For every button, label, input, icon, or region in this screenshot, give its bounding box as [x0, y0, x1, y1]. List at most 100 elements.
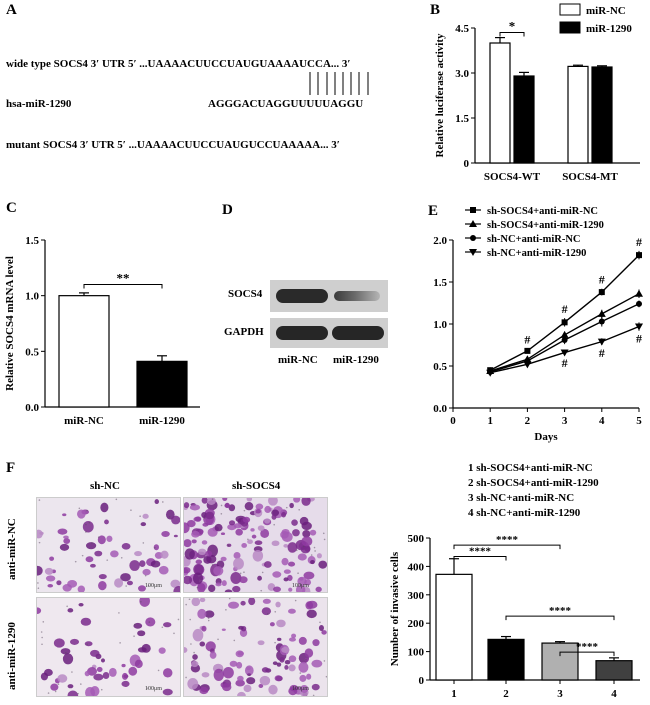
chart-b-ytick-label: 1.5	[455, 113, 469, 125]
membrane-pore	[294, 599, 297, 602]
stained-cell	[69, 638, 80, 645]
membrane-pore	[144, 574, 147, 577]
micrograph-shsocs4-antimirnc	[183, 497, 328, 593]
stained-cell	[204, 610, 215, 618]
membrane-pore	[97, 536, 100, 539]
stained-cell	[145, 617, 156, 627]
stained-cell	[271, 540, 280, 547]
stained-cell	[273, 586, 281, 592]
chart-f-legend-item: 2 sh-SOCS4+anti-miR-1290	[468, 477, 599, 489]
stained-cell	[134, 550, 143, 557]
stained-cell	[258, 683, 264, 688]
membrane-pore	[147, 585, 150, 587]
stained-cell	[283, 569, 291, 574]
stained-cell	[106, 535, 113, 542]
stained-cell	[121, 672, 128, 680]
membrane-pore	[74, 560, 77, 563]
chart-e-point	[598, 318, 605, 325]
stained-cell	[57, 528, 68, 535]
stained-cell	[142, 513, 149, 519]
chart-e-viability: 0.00.51.01.52.0Cell viability (OD 450)01…	[433, 206, 643, 443]
stained-cell	[47, 583, 54, 588]
membrane-pore	[86, 509, 88, 512]
stained-cell	[170, 579, 180, 589]
stained-cell	[228, 601, 240, 609]
micro-col-label-2: sh-SOCS4	[232, 480, 281, 492]
stained-cell	[191, 660, 199, 668]
chart-e-point	[635, 289, 643, 297]
membrane-pore	[319, 621, 321, 624]
blot-band-gapdh-lane1	[276, 326, 328, 340]
chart-e-significance-label: #	[599, 273, 605, 287]
stained-cell	[184, 566, 191, 574]
chart-e-significance-label: #	[636, 235, 642, 249]
chart-f-legend-item: 3 sh-NC+anti-miR-NC	[468, 492, 574, 504]
stained-cell	[173, 534, 178, 538]
stained-cell	[264, 518, 271, 524]
scale-bar-1: 100μm	[145, 583, 162, 589]
membrane-pore	[157, 669, 160, 672]
stained-cell	[100, 658, 106, 663]
stained-cell	[110, 550, 119, 558]
membrane-pore	[78, 507, 81, 510]
chart-c-ylabel: Relative SOCS4 mRNA level	[4, 256, 16, 391]
membrane-pore	[185, 676, 187, 679]
stained-cell	[277, 637, 282, 641]
chart-e-point	[561, 319, 568, 326]
chart-b-legend-swatch	[559, 3, 581, 16]
stained-cell	[311, 659, 323, 668]
stained-cell	[208, 584, 216, 592]
stained-cell	[299, 674, 307, 682]
chart-f-ylabel: Number of invasive cells	[389, 551, 401, 666]
stained-cell	[283, 543, 289, 548]
chart-b-bar	[591, 66, 613, 164]
membrane-pore	[38, 499, 41, 501]
membrane-pore	[323, 660, 326, 662]
panel-label-f: F	[6, 460, 16, 476]
blot-row-gapdh: GAPDH	[224, 326, 264, 338]
stained-cell	[301, 536, 313, 547]
chart-e-legend-label: sh-SOCS4+anti-miR-NC	[487, 206, 598, 217]
stained-cell	[158, 565, 169, 575]
stained-cell	[297, 553, 307, 561]
stained-cell	[237, 691, 246, 696]
membrane-pore	[185, 603, 187, 606]
stained-cell	[56, 580, 62, 586]
stained-cell	[114, 578, 124, 588]
stained-cell	[120, 573, 131, 582]
mirna-sequence: AGGGACUAGGUUUUUAGGU	[208, 98, 364, 110]
stained-cell	[279, 656, 285, 663]
stained-cell	[252, 549, 264, 562]
chart-e-point	[560, 349, 569, 357]
chart-c-ytick-label: 0.0	[25, 402, 39, 414]
chart-e-point	[598, 289, 605, 296]
chart-b-bar	[513, 75, 535, 164]
stained-cell	[94, 550, 103, 557]
stained-cell	[222, 498, 228, 501]
membrane-pore	[125, 585, 127, 587]
stained-cell	[299, 516, 309, 526]
stained-cell	[224, 589, 233, 592]
stained-cell	[192, 572, 204, 585]
chart-b-significance-bracket	[499, 32, 525, 37]
stained-cell	[287, 561, 296, 567]
membrane-pore	[188, 598, 191, 601]
membrane-pore	[248, 674, 251, 677]
membrane-pore	[313, 546, 316, 549]
chart-b-ytick-label: 0	[464, 158, 470, 170]
stained-cell	[84, 670, 90, 677]
membrane-pore	[196, 586, 199, 589]
stained-cell	[191, 598, 201, 607]
stained-cell	[63, 535, 69, 539]
stained-cell	[93, 673, 104, 681]
stained-cell	[281, 511, 287, 518]
micro-row-label-1: anti-miR-NC	[6, 518, 18, 580]
stained-cell	[288, 664, 296, 672]
chart-f-bar	[487, 638, 525, 681]
chart-b-bar	[567, 65, 589, 164]
chart-e-legend-label: sh-SOCS4+anti-miR-1290	[487, 220, 604, 231]
membrane-pore	[42, 621, 45, 623]
stained-cell	[126, 580, 133, 586]
stained-cell	[62, 653, 74, 665]
stained-cell	[192, 654, 198, 660]
